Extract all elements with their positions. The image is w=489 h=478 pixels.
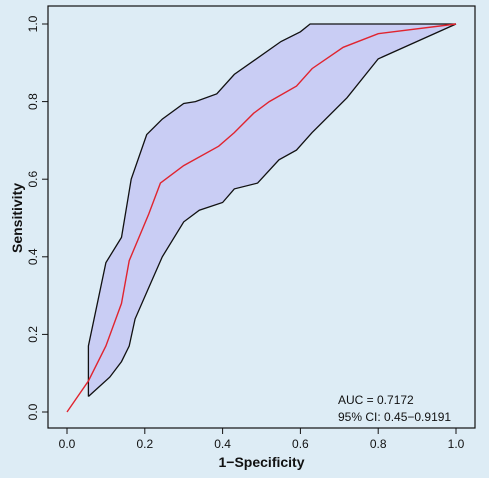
x-tick-label: 0.8 bbox=[370, 437, 387, 451]
x-axis-label: 1−Specificity bbox=[219, 454, 305, 470]
ci-lower-line bbox=[87, 23, 457, 397]
y-tick-label: 0.6 bbox=[26, 171, 40, 188]
x-tick-label: 0.6 bbox=[292, 437, 309, 451]
ci-upper-line bbox=[87, 23, 456, 397]
ci-annotation: 95% CI: 0.45−0.9191 bbox=[338, 410, 451, 424]
x-tick-label: 0.2 bbox=[136, 437, 153, 451]
confidence-band bbox=[88, 24, 457, 397]
roc-curve-line bbox=[66, 23, 457, 413]
y-axis-label: Sensitivity bbox=[9, 183, 25, 253]
y-tick-label: 0.8 bbox=[26, 93, 40, 110]
x-axis: 0.0 0.2 0.4 0.6 0.8 1.0 bbox=[59, 427, 465, 451]
x-tick-label: 0.0 bbox=[59, 437, 76, 451]
auc-annotation: AUC = 0.7172 bbox=[338, 393, 414, 407]
y-tick-label: 0.2 bbox=[26, 326, 40, 343]
y-axis: 0.0 0.2 0.4 0.6 0.8 1.0 bbox=[26, 15, 49, 420]
x-tick-label: 0.4 bbox=[214, 437, 231, 451]
y-tick-label: 0.4 bbox=[26, 248, 40, 265]
y-tick-label: 1.0 bbox=[26, 15, 40, 32]
y-tick-label: 0.0 bbox=[26, 403, 40, 420]
x-tick-label: 1.0 bbox=[448, 437, 465, 451]
